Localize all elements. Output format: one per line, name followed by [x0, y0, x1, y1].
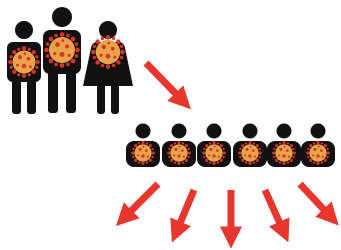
arrow [265, 190, 282, 228]
infected-row [126, 124, 335, 168]
bust [197, 124, 231, 168]
bust [162, 124, 196, 168]
page [0, 0, 341, 250]
bust [233, 124, 267, 168]
arrow [127, 184, 158, 215]
bust [126, 124, 160, 168]
bust [301, 124, 335, 168]
arrow [146, 63, 180, 98]
person-man-2 [43, 7, 81, 113]
bust [267, 124, 301, 168]
person-man-1 [7, 21, 41, 114]
person-woman [83, 21, 133, 114]
arrow [178, 190, 194, 228]
illustration [0, 0, 341, 250]
spread-arrows [127, 184, 328, 233]
arrow [300, 184, 328, 214]
